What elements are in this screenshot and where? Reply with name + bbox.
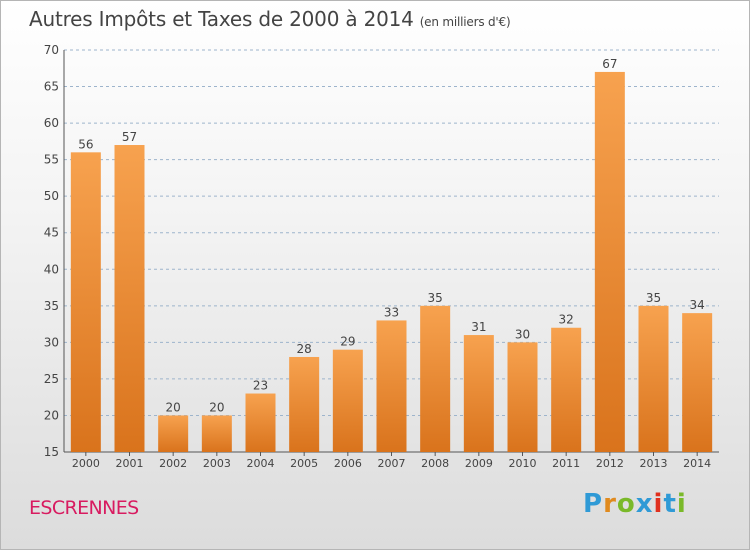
x-tick-label: 2007 <box>378 457 406 470</box>
x-tick-label: 2002 <box>159 457 187 470</box>
bar-value-label: 20 <box>209 400 224 414</box>
logo-letter: r <box>603 489 617 519</box>
logo-letter: o <box>616 489 636 519</box>
y-tick-label: 50 <box>44 189 59 203</box>
bar-value-label: 33 <box>384 305 399 319</box>
logo-letter: x <box>635 489 654 519</box>
commune-name: ESCRENNES <box>29 497 139 519</box>
x-tick-label: 2014 <box>683 457 711 470</box>
bar <box>594 71 625 452</box>
bar <box>551 327 582 452</box>
x-tick-label: 2012 <box>596 457 624 470</box>
logo-letter: P <box>583 489 604 519</box>
bar-value-label: 30 <box>515 327 530 341</box>
bar <box>201 415 232 452</box>
y-tick-label: 25 <box>44 372 59 386</box>
x-tick-label: 2010 <box>509 457 537 470</box>
bar <box>158 415 189 452</box>
logo-letter: t <box>663 489 677 519</box>
proxiti-logo: Proxiti <box>583 489 687 519</box>
bar <box>463 335 494 452</box>
chart-title: Autres Impôts et Taxes de 2000 à 2014 (en… <box>29 7 511 31</box>
y-tick-label: 60 <box>44 116 59 130</box>
bar <box>332 349 363 452</box>
bar-value-label: 28 <box>297 342 312 356</box>
bar <box>507 342 538 452</box>
bar <box>638 305 669 452</box>
x-tick-label: 2000 <box>72 457 100 470</box>
x-tick-label: 2009 <box>465 457 493 470</box>
x-tick-label: 2006 <box>334 457 362 470</box>
chart-subtitle: (en milliers d'€) <box>419 15 511 29</box>
x-tick-label: 2005 <box>290 457 318 470</box>
y-tick-label: 20 <box>44 408 59 422</box>
x-tick-label: 2011 <box>552 457 580 470</box>
y-tick-label: 40 <box>44 262 59 276</box>
bar <box>245 393 276 452</box>
bar <box>289 356 320 452</box>
x-tick-label: 2013 <box>640 457 668 470</box>
logo-letter: i <box>653 489 664 519</box>
y-tick-label: 35 <box>44 299 59 313</box>
bar <box>70 152 101 452</box>
title-text: Autres Impôts et Taxes de 2000 à 2014 <box>29 7 414 31</box>
bar-value-label: 34 <box>690 298 705 312</box>
bar-value-label: 67 <box>602 57 617 71</box>
x-tick-label: 2004 <box>247 457 275 470</box>
bar-value-label: 23 <box>253 379 268 393</box>
bar-value-label: 57 <box>122 130 137 144</box>
bar-value-label: 56 <box>78 137 93 151</box>
bar-value-label: 29 <box>340 335 355 349</box>
bar-value-label: 31 <box>471 320 486 334</box>
y-tick-label: 70 <box>44 43 59 57</box>
y-tick-label: 30 <box>44 335 59 349</box>
y-tick-label: 55 <box>44 153 59 167</box>
x-tick-label: 2003 <box>203 457 231 470</box>
bar <box>420 305 451 452</box>
bar-value-label: 32 <box>559 313 574 327</box>
x-tick-label: 2001 <box>116 457 144 470</box>
bar-value-label: 35 <box>646 291 661 305</box>
y-tick-label: 45 <box>44 226 59 240</box>
y-tick-label: 15 <box>44 445 59 459</box>
bar <box>682 313 713 452</box>
bar-value-label: 20 <box>166 400 181 414</box>
bar <box>114 145 145 452</box>
bar <box>376 320 407 452</box>
y-tick-label: 65 <box>44 80 59 94</box>
logo-letter: i <box>676 489 687 519</box>
bar-value-label: 35 <box>428 291 443 305</box>
x-tick-label: 2008 <box>421 457 449 470</box>
